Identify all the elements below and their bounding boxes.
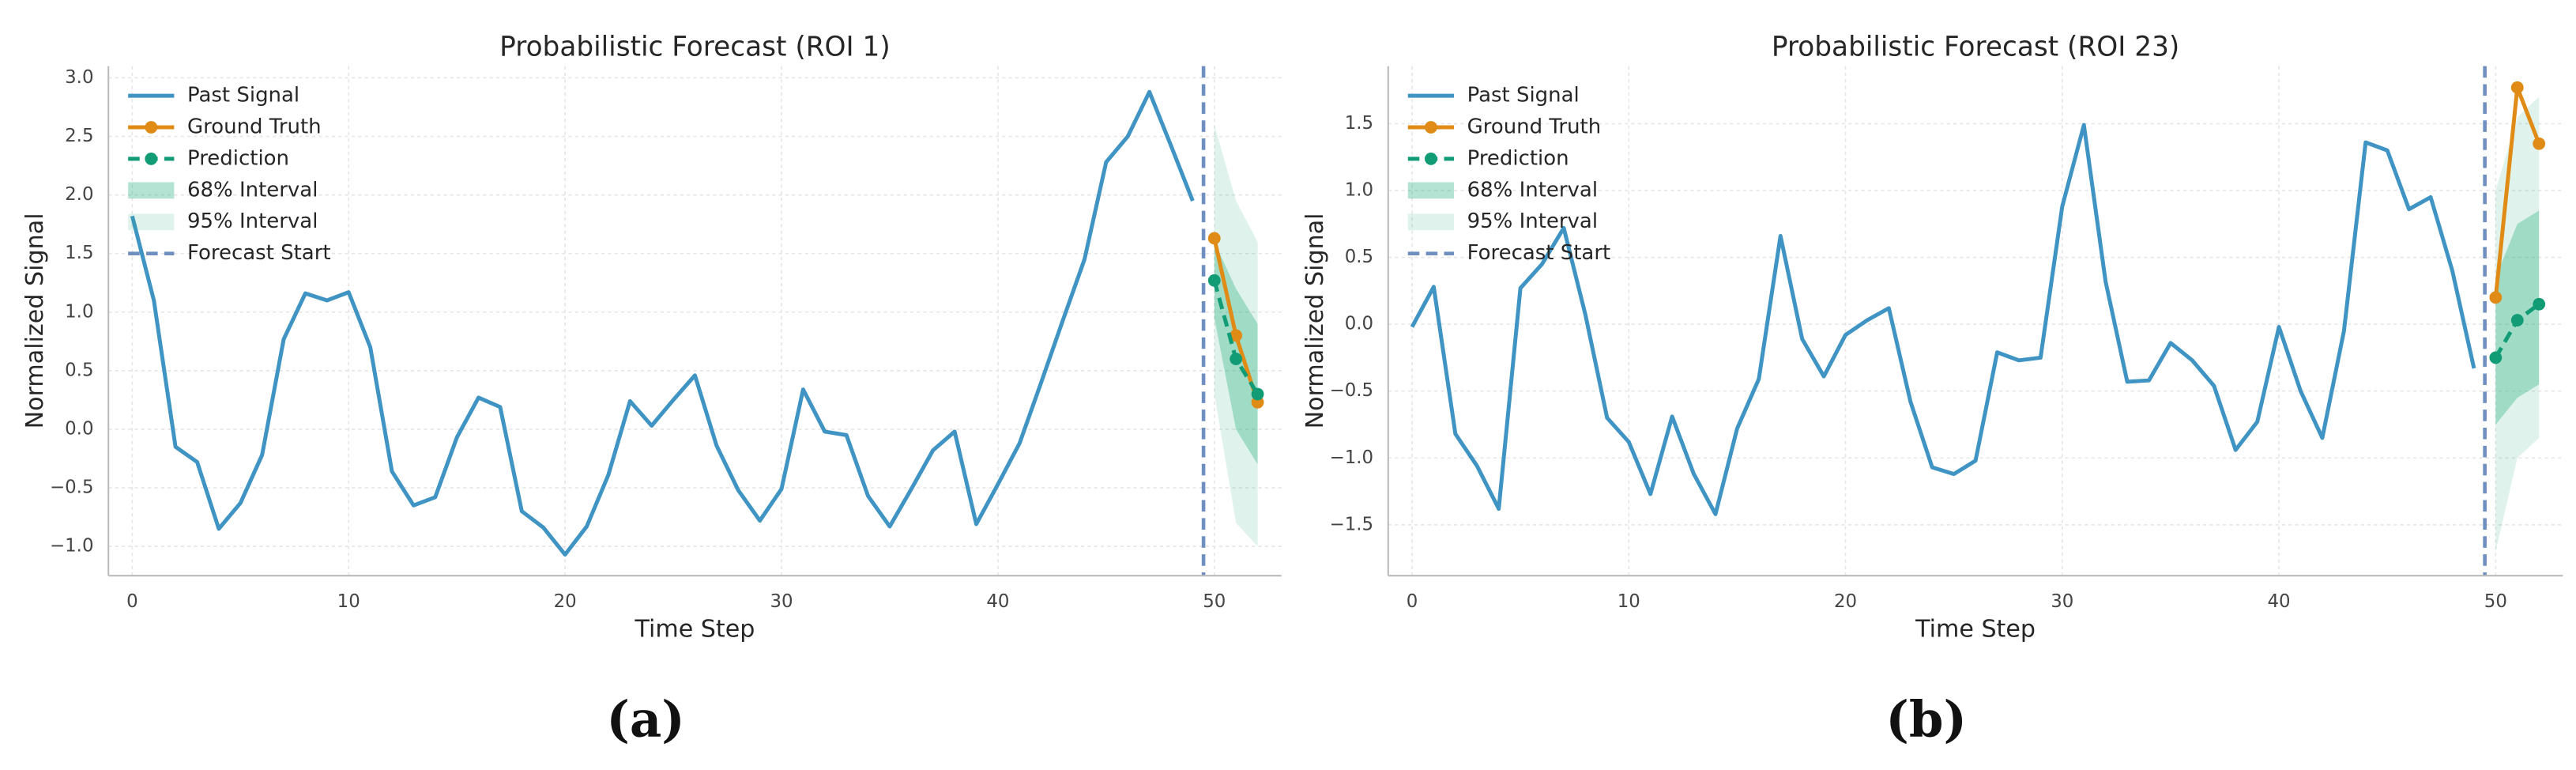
subfigure-caption: (a) bbox=[606, 689, 684, 748]
point bbox=[2489, 351, 2503, 364]
x-tick-label: 10 bbox=[337, 591, 360, 612]
legend-key bbox=[1407, 213, 1454, 231]
point bbox=[1207, 274, 1221, 287]
y-tick-label: −1.5 bbox=[1330, 514, 1374, 534]
y-tick-label: 2.0 bbox=[65, 184, 93, 205]
x-tick-label: 30 bbox=[770, 591, 793, 612]
point bbox=[1230, 353, 1243, 365]
y-tick-label: −1.0 bbox=[1330, 447, 1374, 468]
y-axis-label: Normalized Signal bbox=[1301, 213, 1329, 428]
y-tick-label: 2.5 bbox=[65, 126, 93, 146]
y-tick-label: 0.0 bbox=[1345, 314, 1373, 334]
y-tick-label: 3.0 bbox=[65, 67, 93, 88]
legend-label: Past Signal bbox=[1467, 84, 1580, 108]
legend-label: Ground Truth bbox=[1467, 115, 1602, 138]
y-axis-label: Normalized Signal bbox=[21, 213, 49, 428]
chart: −1.0 −0.5 0.0 0.5 1.0 1.5 2.0 2.5 3.0 0 10 20 30 40 50… bbox=[21, 31, 1282, 748]
point bbox=[2510, 81, 2524, 94]
legend-key bbox=[128, 213, 175, 231]
y-tick-label: −1.0 bbox=[50, 536, 94, 557]
legend-label: Past Signal bbox=[187, 84, 299, 108]
point bbox=[2510, 314, 2524, 326]
point bbox=[2533, 297, 2546, 311]
legend-label: Prediction bbox=[187, 146, 289, 170]
chart: −1.5 −1.0 −0.5 0.0 0.5 1.0 1.5 0 10 20 30 40 50 Proba… bbox=[1301, 31, 2563, 748]
point bbox=[2533, 137, 2546, 150]
y-tick-label: −0.5 bbox=[1330, 380, 1374, 401]
x-tick-label: 20 bbox=[554, 591, 577, 612]
legend-label: Forecast Start bbox=[187, 241, 331, 265]
legend-label: 68% Interval bbox=[1467, 178, 1598, 202]
y-tick-label: 0.0 bbox=[65, 418, 93, 439]
legend-label: Forecast Start bbox=[1467, 241, 1611, 265]
x-tick-label: 20 bbox=[1834, 591, 1857, 612]
legend-key bbox=[128, 182, 175, 199]
y-tick-label: −0.5 bbox=[50, 477, 94, 498]
x-tick-label: 50 bbox=[2484, 591, 2507, 612]
y-tick-label: 1.5 bbox=[1345, 113, 1373, 134]
y-tick-label: 1.5 bbox=[65, 243, 93, 263]
series-line bbox=[1410, 123, 2476, 516]
x-tick-label: 50 bbox=[1203, 591, 1226, 612]
x-tick-label: 40 bbox=[986, 591, 1009, 612]
x-tick-label: 30 bbox=[2051, 591, 2073, 612]
x-tick-label: 10 bbox=[1618, 591, 1640, 612]
legend-key bbox=[1407, 182, 1454, 199]
legend-label: Ground Truth bbox=[187, 115, 322, 138]
chart-title: Probabilistic Forecast (ROI 23) bbox=[1772, 31, 2179, 62]
legend-label: Prediction bbox=[1467, 146, 1569, 170]
x-axis-label: Time Step bbox=[635, 615, 755, 643]
legend-key bbox=[145, 153, 158, 165]
subfigure-caption: (b) bbox=[1885, 689, 1967, 748]
legend-label: 95% Interval bbox=[187, 209, 318, 233]
legend-key bbox=[145, 121, 158, 134]
y-tick-label: 0.5 bbox=[1345, 247, 1373, 267]
x-tick-label: 40 bbox=[2268, 591, 2291, 612]
x-tick-label: 0 bbox=[126, 591, 138, 612]
point bbox=[2489, 291, 2503, 304]
legend-key bbox=[1424, 153, 1437, 165]
y-tick-label: 0.5 bbox=[65, 360, 93, 380]
chart-title: Probabilistic Forecast (ROI 1) bbox=[499, 31, 891, 62]
legend-label: 95% Interval bbox=[1467, 209, 1598, 233]
series-line bbox=[130, 89, 1195, 557]
point bbox=[1207, 232, 1221, 245]
point bbox=[1251, 387, 1264, 401]
y-tick-label: 1.0 bbox=[65, 301, 93, 322]
x-tick-label: 0 bbox=[1407, 591, 1418, 612]
legend-label: 68% Interval bbox=[187, 178, 318, 202]
y-tick-label: 1.0 bbox=[1345, 179, 1373, 200]
x-axis-label: Time Step bbox=[1915, 615, 2036, 643]
point bbox=[1230, 329, 1243, 342]
legend-key bbox=[1424, 121, 1437, 134]
